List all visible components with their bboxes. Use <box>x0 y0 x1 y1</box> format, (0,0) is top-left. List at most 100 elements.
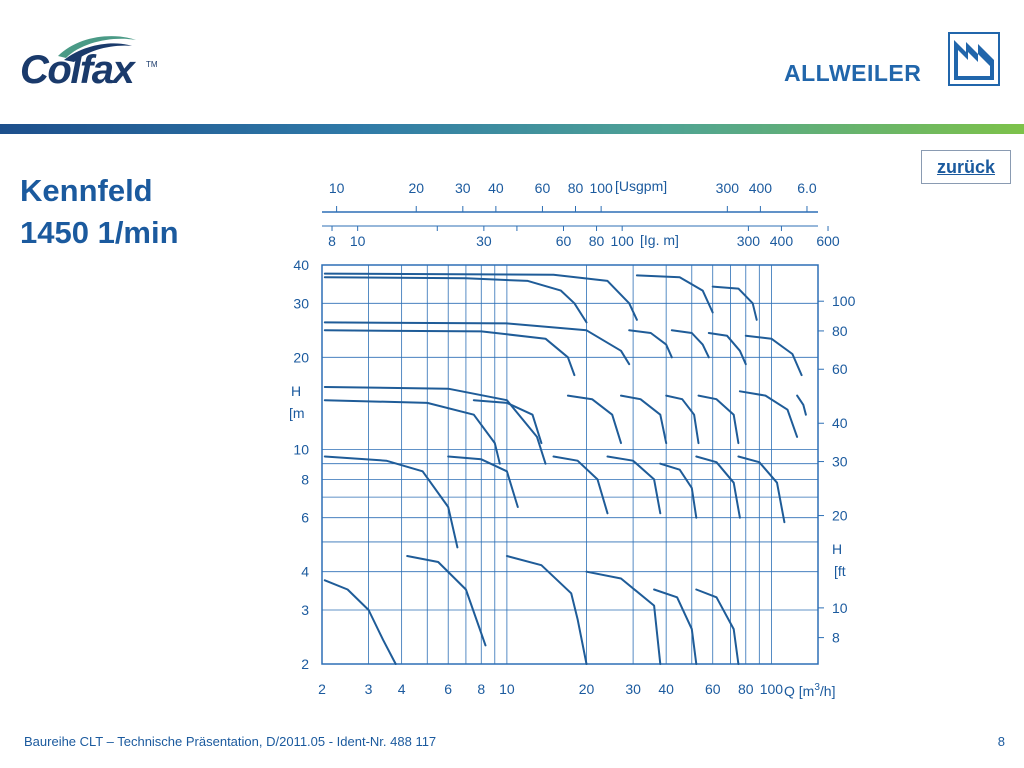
y-ft-tick-label-0: 8 <box>832 630 840 646</box>
usgpm-tick-label-8: 400 <box>749 180 773 196</box>
y-tick-label-3: 6 <box>301 510 309 526</box>
x-tick-label-7: 30 <box>625 681 641 697</box>
pump-curve-29 <box>738 390 799 438</box>
pump-curve-3 <box>323 386 547 465</box>
pump-curve-9 <box>447 455 519 508</box>
igpm-tick-label-5: 60 <box>556 233 572 249</box>
pump-curve-22 <box>635 274 714 314</box>
igpm-tick-label-1: 10 <box>350 233 366 249</box>
allweiler-wordmark: ALLWEILER <box>784 60 922 86</box>
pump-curve-19 <box>659 462 698 519</box>
page-title: Kennfeld 1450 1/min <box>20 170 179 254</box>
allweiler-mark-icon <box>948 32 1000 86</box>
pump-curve-28 <box>737 455 786 524</box>
x-tick-label-9: 60 <box>705 681 721 697</box>
y-ft-tick-label-1: 10 <box>832 600 848 616</box>
x-tick-label-2: 4 <box>398 681 406 697</box>
pump-curve-4 <box>323 329 576 377</box>
pump-curve-12 <box>552 455 609 515</box>
y-ft-axis-label-line2: [ft <box>834 563 846 579</box>
usgpm-tick-label-0: 10 <box>329 180 345 196</box>
y-axis-label-line1: H <box>291 383 301 399</box>
igpm-tick-label-3: 30 <box>476 233 492 249</box>
pump-curve-2 <box>323 399 501 465</box>
y-ft-tick-label-7: 100 <box>832 293 856 309</box>
pump-curve-18 <box>653 588 698 665</box>
igpm-label: [Ig. m] <box>640 232 679 248</box>
igpm-tick-label-9: 400 <box>770 233 794 249</box>
pump-curve-11 <box>505 555 588 665</box>
x-tick-label-3: 6 <box>444 681 452 697</box>
y-ft-tick-label-5: 60 <box>832 361 848 377</box>
pump-curve-13 <box>566 394 622 445</box>
y-ft-tick-label-3: 30 <box>832 454 848 470</box>
y-axis-label-line2: [m <box>289 405 305 421</box>
pump-curve-16 <box>620 394 668 445</box>
pump-curve-15 <box>606 455 662 515</box>
igpm-tick-label-0: 8 <box>328 233 336 249</box>
pump-curve-1 <box>323 455 459 549</box>
x-tick-label-1: 3 <box>365 681 373 697</box>
pump-curve-8 <box>406 555 487 647</box>
pump-curve-20 <box>665 394 700 445</box>
y-ft-tick-label-4: 40 <box>832 415 848 431</box>
pump-curve-7 <box>323 272 638 321</box>
pump-curve-5 <box>323 276 588 324</box>
y-tick-label-7: 30 <box>293 295 309 311</box>
pump-curve-10 <box>472 399 543 445</box>
footer-text: Baureihe CLT – Technische Präsentation, … <box>24 734 437 749</box>
igpm-tick-label-8: 300 <box>737 233 761 249</box>
igpm-tick-label-6: 80 <box>589 233 605 249</box>
y-tick-label-6: 20 <box>293 349 309 365</box>
usgpm-tick-label-5: 80 <box>568 180 584 196</box>
y-tick-label-0: 2 <box>301 656 309 672</box>
pump-curve-23 <box>695 588 740 665</box>
colfax-wordmark: Colfax <box>20 48 135 92</box>
pump-curve-31 <box>796 394 807 416</box>
y-ft-axis-label-line1: H <box>832 541 842 557</box>
y-tick-label-5: 10 <box>293 442 309 458</box>
usgpm-label: [Usgpm] <box>615 178 667 194</box>
allweiler-logo: ALLWEILER <box>784 32 1004 92</box>
usgpm-tick-label-6: 100 <box>589 180 613 196</box>
x-tick-label-5: 10 <box>499 681 515 697</box>
x-axis-label: Q [m3/h] <box>784 682 835 699</box>
y-tick-label-4: 8 <box>301 471 309 487</box>
plot-frame <box>321 264 819 665</box>
y-tick-label-2: 4 <box>301 564 309 580</box>
page-title-line1: Kennfeld <box>20 173 153 208</box>
usgpm-tick-label-3: 40 <box>488 180 504 196</box>
usgpm-tick-label-2: 30 <box>455 180 471 196</box>
pump-curve-25 <box>697 394 740 445</box>
y-tick-label-8: 40 <box>293 257 309 273</box>
usgpm-tick-label-4: 60 <box>535 180 551 196</box>
colfax-trademark: TM <box>146 60 158 69</box>
y-ft-tick-label-6: 80 <box>832 323 848 339</box>
pump-curve-6 <box>323 321 631 366</box>
page-number: 8 <box>997 734 1005 749</box>
page-title-line2: 1450 1/min <box>20 215 179 250</box>
pump-curve-26 <box>707 332 747 366</box>
usgpm-tick-label-9: 6.0 <box>797 180 817 196</box>
x-tick-label-8: 40 <box>658 681 674 697</box>
back-link[interactable]: zurück <box>921 150 1011 184</box>
colfax-logo: Colfax TM <box>18 30 158 102</box>
pump-curve-24 <box>695 455 741 519</box>
x-tick-label-0: 2 <box>318 681 326 697</box>
x-tick-label-6: 20 <box>579 681 595 697</box>
pump-curve-14 <box>585 570 662 665</box>
x-tick-label-10: 80 <box>738 681 754 697</box>
header-color-band <box>0 124 1024 134</box>
igpm-tick-label-7: 100 <box>610 233 634 249</box>
usgpm-tick-label-7: 300 <box>716 180 740 196</box>
pump-curve-30 <box>744 334 803 377</box>
pump-curve-21 <box>670 329 710 359</box>
usgpm-tick-label-1: 20 <box>408 180 424 196</box>
y-ft-tick-label-2: 20 <box>832 508 848 524</box>
pump-curve-0 <box>323 579 397 665</box>
igpm-tick-label-10: 600 <box>816 233 840 249</box>
pump-curve-27 <box>711 285 758 321</box>
y-tick-label-1: 3 <box>301 602 309 618</box>
colfax-swoosh-icon <box>58 36 136 62</box>
